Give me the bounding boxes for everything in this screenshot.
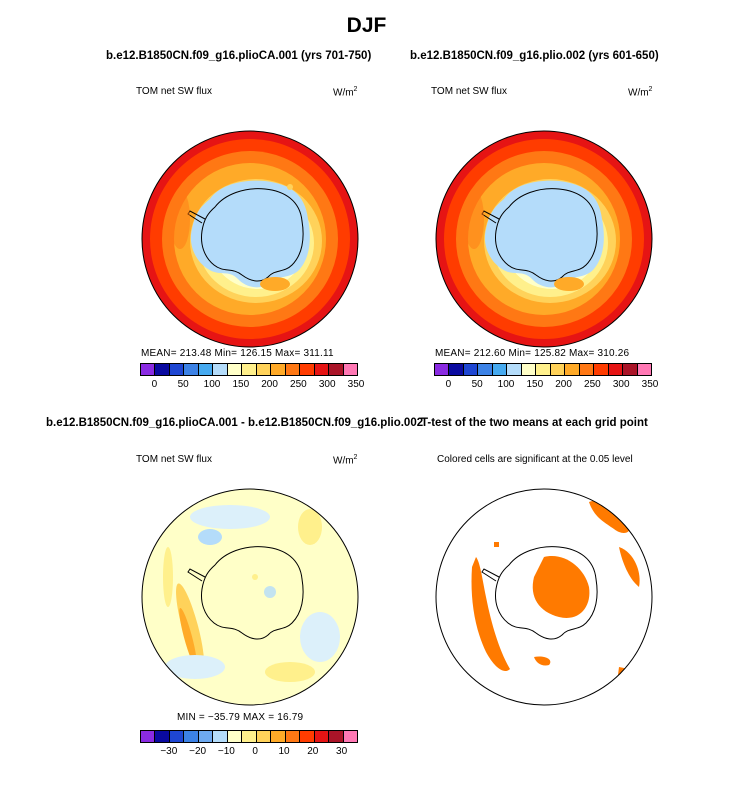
- colorbar-swatch: [521, 364, 537, 375]
- panel1-variable: TOM net SW flux: [136, 86, 212, 97]
- colorbar-tick-label: 100: [203, 379, 221, 390]
- colorbar-swatch: [478, 364, 493, 375]
- colorbar-swatch: [169, 731, 185, 742]
- panel3-units: W/m2: [333, 454, 358, 467]
- panel1-colorbar-labels: 0 50 100 150 200 250 300 350: [140, 379, 365, 391]
- colorbar-swatch: [449, 364, 464, 375]
- panel4-coastline: [481, 546, 598, 640]
- colorbar-swatch: [198, 731, 214, 742]
- colorbar-swatch: [329, 731, 344, 742]
- panel1-units: W/m2: [333, 86, 358, 99]
- colorbar-swatch: [492, 364, 508, 375]
- panel2-variable: TOM net SW flux: [431, 86, 507, 97]
- colorbar-swatch: [594, 364, 609, 375]
- colorbar-swatch: [463, 364, 479, 375]
- colorbar-swatch: [141, 364, 156, 375]
- colorbar-tick-label: 0: [252, 746, 258, 757]
- panel3-variable: TOM net SW flux: [136, 454, 212, 465]
- colorbar-tick-label: −10: [217, 746, 235, 757]
- colorbar-swatch: [623, 364, 638, 375]
- panel3-title: b.e12.B1850CN.f09_g16.plioCA.001 - b.e12…: [46, 417, 424, 429]
- panel2-stats: MEAN= 212.60 Min= 125.82 Max= 310.26: [435, 348, 630, 359]
- colorbar-swatch: [198, 364, 214, 375]
- colorbar-tick-label: 300: [318, 379, 336, 390]
- colorbar-swatch: [314, 364, 330, 375]
- colorbar-tick-label: −20: [189, 746, 207, 757]
- colorbar-swatch: [155, 364, 170, 375]
- colorbar-swatch: [242, 364, 257, 375]
- panel4-polar-map: [435, 488, 653, 706]
- colorbar-swatch: [536, 364, 551, 375]
- panel2-colorbar-labels: 0 50 100 150 200 250 300 350: [434, 379, 659, 391]
- colorbar-tick-label: 150: [232, 379, 250, 390]
- panel2-title: b.e12.B1850CN.f09_g16.plio.002 (yrs 601-…: [410, 50, 659, 62]
- colorbar-tick-label: 30: [336, 746, 348, 757]
- colorbar-swatch: [213, 731, 228, 742]
- colorbar-swatch: [256, 731, 272, 742]
- colorbar-swatch: [329, 364, 344, 375]
- colorbar-tick-label: 50: [177, 379, 189, 390]
- colorbar-tick-label: 10: [278, 746, 290, 757]
- colorbar-tick-label: 250: [584, 379, 601, 390]
- colorbar-swatch: [343, 731, 358, 742]
- panel4-title: T-test of the two means at each grid poi…: [421, 417, 648, 429]
- figure-title: DJF: [346, 14, 387, 37]
- panel1-title: b.e12.B1850CN.f09_g16.plioCA.001 (yrs 70…: [106, 50, 372, 62]
- colorbar-swatch: [271, 364, 286, 375]
- colorbar-tick-label: 250: [290, 379, 307, 390]
- colorbar-swatch: [271, 731, 286, 742]
- panel2-ice-region: [484, 180, 604, 288]
- colorbar-swatch: [608, 364, 624, 375]
- colorbar-swatch: [141, 731, 156, 742]
- panel2-polar-map: [435, 130, 653, 348]
- panel3-stats: MIN = −35.79 MAX = 16.79: [177, 712, 304, 723]
- colorbar-swatch: [579, 364, 595, 375]
- colorbar-tick-label: 0: [151, 379, 158, 390]
- colorbar-tick-label: 350: [641, 379, 659, 390]
- colorbar-swatch: [285, 731, 301, 742]
- panel2-units: W/m2: [628, 86, 653, 99]
- panel3-polar-map: [141, 488, 359, 706]
- colorbar-tick-label: 350: [347, 379, 365, 390]
- colorbar-tick-label: 150: [526, 379, 544, 390]
- colorbar-tick-label: 100: [497, 379, 515, 390]
- colorbar-swatch: [435, 364, 450, 375]
- colorbar-swatch: [507, 364, 522, 375]
- colorbar-swatch: [300, 731, 315, 742]
- colorbar-tick-label: 200: [261, 379, 278, 390]
- panel1-ice-region: [190, 180, 310, 288]
- colorbar-tick-label: 200: [555, 379, 572, 390]
- colorbar-swatch: [300, 364, 315, 375]
- panel3-colorbar-labels: −30 −20 −10 0 10 20 30: [140, 746, 356, 758]
- colorbar-tick-label: 0: [445, 379, 452, 390]
- colorbar-tick-label: 300: [612, 379, 630, 390]
- colorbar-tick-label: 50: [471, 379, 483, 390]
- colorbar-swatch: [285, 364, 301, 375]
- panel3-coastline: [187, 546, 304, 640]
- colorbar-swatch: [227, 364, 243, 375]
- colorbar-swatch: [550, 364, 566, 375]
- colorbar-swatch: [155, 731, 170, 742]
- colorbar-swatch: [184, 731, 199, 742]
- colorbar-swatch: [565, 364, 580, 375]
- panel3-colorbar: [140, 730, 358, 743]
- colorbar-swatch: [256, 364, 272, 375]
- colorbar-tick-label: 20: [307, 746, 319, 757]
- panel4-subtitle: Colored cells are significant at the 0.0…: [437, 454, 633, 465]
- colorbar-swatch: [637, 364, 652, 375]
- panel1-colorbar: [140, 363, 358, 376]
- colorbar-swatch: [343, 364, 358, 375]
- colorbar-swatch: [227, 731, 243, 742]
- colorbar-swatch: [169, 364, 185, 375]
- colorbar-swatch: [242, 731, 257, 742]
- colorbar-swatch: [184, 364, 199, 375]
- colorbar-swatch: [314, 731, 330, 742]
- colorbar-swatch: [213, 364, 228, 375]
- panel1-stats: MEAN= 213.48 Min= 126.15 Max= 311.11: [141, 348, 334, 359]
- colorbar-tick-label: −30: [160, 746, 178, 757]
- panel2-colorbar: [434, 363, 652, 376]
- panel1-polar-map: [141, 130, 359, 348]
